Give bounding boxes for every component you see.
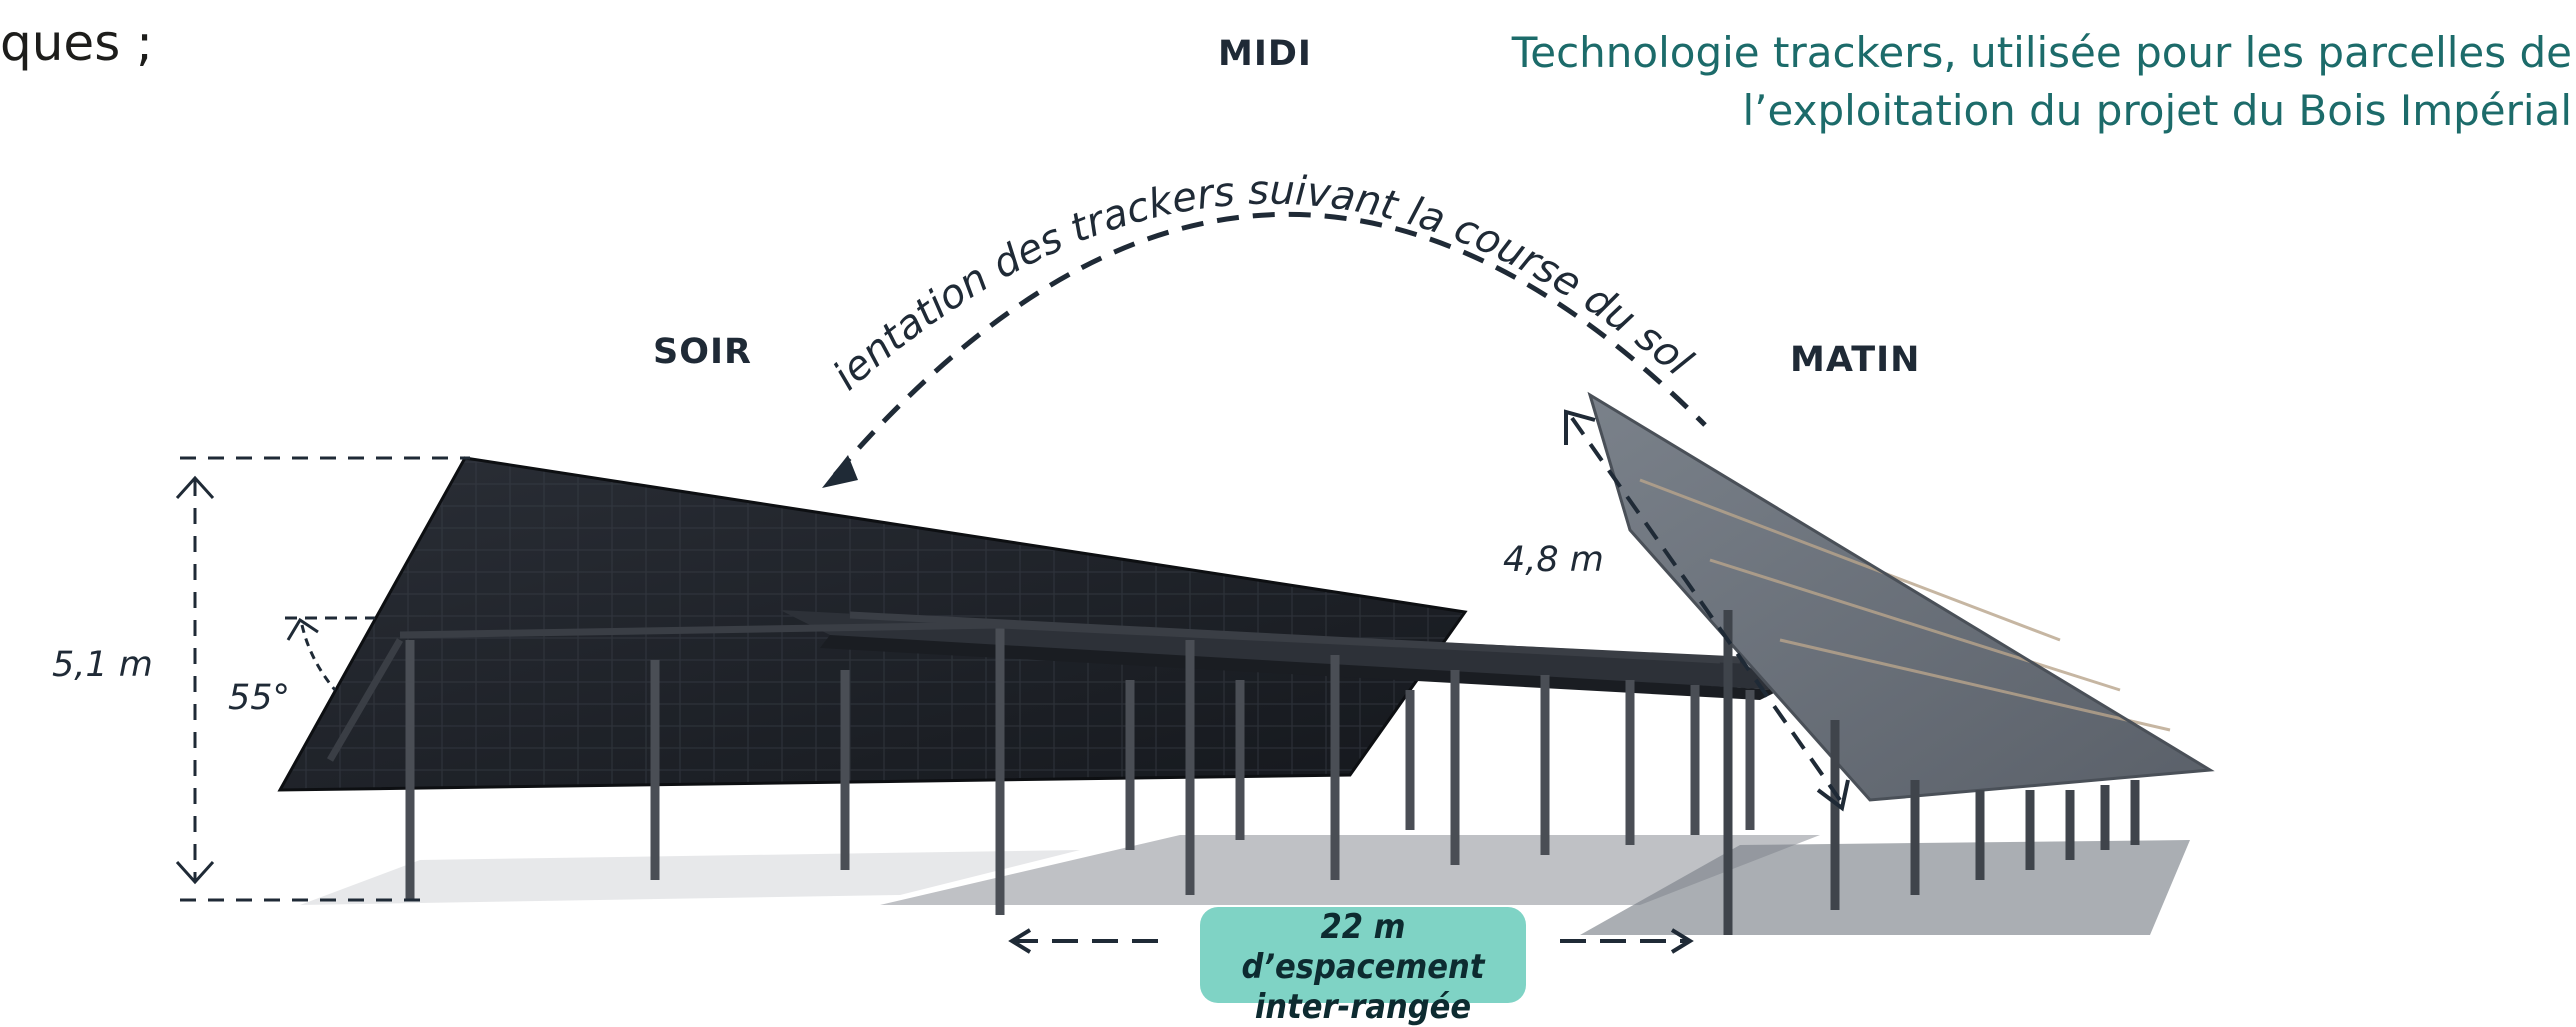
height-dimension [175,456,470,902]
light-solar-panel [1590,395,2210,800]
spacing-badge-line-1: 22 m d’espacement [1241,907,1485,987]
caption-line-1: Technologie trackers, utilisée pour les … [1511,28,2572,77]
arc-text: Orientation des trackers suivant la cour… [0,0,1700,399]
caption-line-2: l’exploitation du projet du Bois Impéria… [1742,86,2572,135]
label-midi: MIDI [1218,34,1312,74]
height-value: 5,1 m [52,645,153,685]
spacing-badge-line-2: inter-rangée [1254,987,1472,1027]
label-soir: SOIR [653,332,752,372]
arc-arrowhead [822,455,858,488]
support-posts-right [1723,610,2140,935]
sun-course-arc [833,211,1707,477]
fragment-text: ques ; [0,14,153,72]
panel-width-value: 4,8 m [1503,540,1604,580]
middle-tracker-row [780,610,1780,690]
ground-shadow-left [880,835,1820,905]
angle-dimension [285,616,375,691]
support-posts-left [405,625,1755,915]
spacing-arrows [1008,928,1694,954]
caption: Technologie trackers, utilisée pour les … [1512,24,2572,140]
label-matin: MATIN [1790,340,1921,380]
angle-value: 55° [228,678,291,718]
tracker-illustration: Orientation des trackers suivant la cour… [0,0,2215,954]
spacing-badge: 22 m d’espacement inter-rangée [1200,907,1526,1027]
panel-width-dimension [1564,409,1850,812]
